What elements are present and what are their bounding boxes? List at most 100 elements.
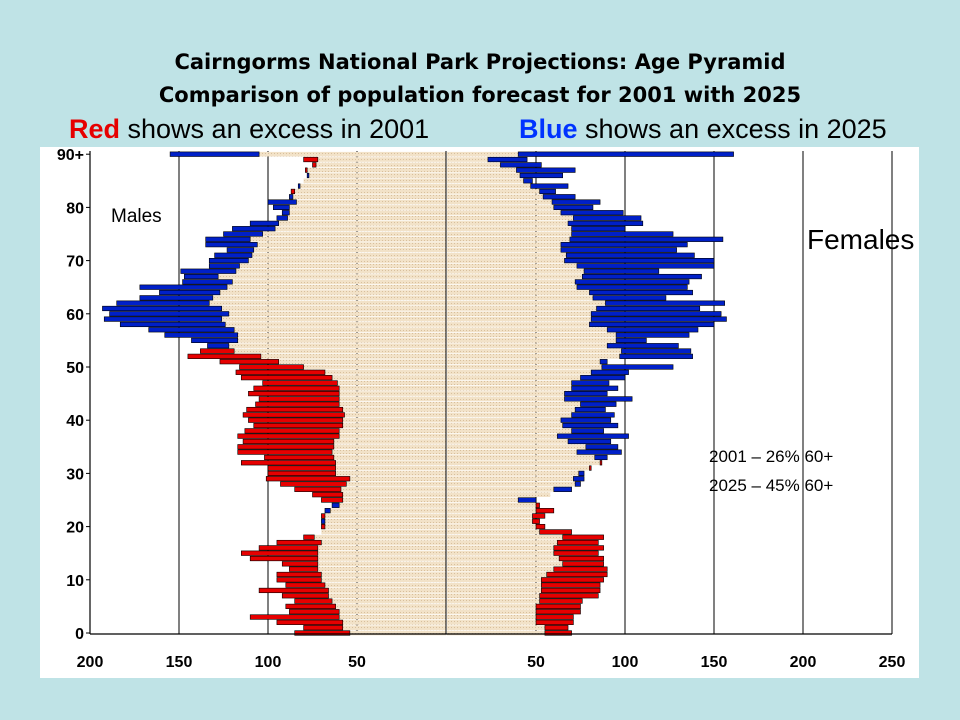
male-common-bar [333,439,446,444]
female-common-bar [447,215,574,221]
male-common-bar [342,417,446,423]
female-common-bar [447,370,592,375]
male-common-bar [321,577,446,583]
male-excess-bar [208,258,249,264]
female-common-bar [447,407,576,412]
male-common-bar [339,614,446,620]
female-excess-bar [564,391,608,397]
female-common-bar [447,582,542,588]
female-common-bar [447,614,536,620]
male-common-bar [317,157,446,162]
female-excess-bar [539,593,599,599]
female-common-bar [447,550,554,556]
axes [89,151,892,635]
male-common-bar [237,332,446,338]
female-common-bar [447,503,536,508]
female-excess-bar [573,476,585,482]
female-excess-bar [535,523,546,530]
male-common-bar [257,242,446,247]
male-common-bar [260,354,446,359]
x-tick-labels: 200 150 100 50 50 100 150 200 250 [77,654,906,671]
female-common-bar [447,300,606,306]
male-excess-bar [119,321,226,328]
female-common-bar [447,221,569,226]
male-common-bar [234,348,446,354]
male-common-bar [212,295,446,301]
female-common-bar [447,173,520,178]
male-excess-bar [264,454,335,461]
male-excess-bar [237,449,333,455]
female-excess-bar [583,268,660,274]
legend-blue-keyword: Blue [519,114,578,144]
female-excess-bar [567,438,612,445]
male-common-bar [332,449,446,455]
female-excess-bar [560,247,677,253]
female-excess-bar [590,311,722,317]
annotation-2025: 2025 – 45% 60+ [709,476,833,495]
female-excess-bar [576,263,715,269]
male-excess-bar [187,353,262,359]
female-common-bar [447,162,501,168]
male-excess-bar [289,566,319,572]
y-tick-label: 10 [66,573,84,590]
male-excess-bar [242,438,335,445]
chart-panel: 0 10 20 30 40 50 60 70 80 90+ 200 150 100 50 50 100 150… [40,147,919,678]
male-common-bar [321,540,446,545]
male-common-bar [218,274,446,279]
female-excess-bar [487,156,528,163]
female-excess-bar [532,518,540,524]
male-excess-bar [267,465,336,471]
male-common-bar [339,609,446,615]
male-common-bar [317,566,446,572]
female-common-bar [447,380,572,386]
male-common-bar [344,412,446,418]
female-common-bar [447,247,561,253]
female-common-bar [447,237,570,242]
male-excess-bar [164,332,239,338]
male-excess-bar [242,412,345,418]
female-excess-bar [551,199,601,205]
female-excess-bar [567,220,644,226]
male-excess-bar [276,215,288,221]
male-common-bar [346,481,446,487]
male-excess-bar [294,486,342,492]
female-excess-bar [590,316,727,322]
female-excess-bar [535,619,574,625]
male-excess-bar [237,444,335,450]
male-excess-bar [321,518,326,524]
male-common-bar [227,284,446,290]
female-excess-bar [500,162,542,168]
male-common-bar [339,391,446,396]
female-common-bar [447,481,576,487]
male-excess-bar [214,252,253,258]
male-common-bar [349,476,446,482]
female-common-bar [447,290,590,295]
female-common-bar [447,460,601,466]
female-common-bar [447,322,590,327]
female-common-bar [447,226,572,231]
male-excess-bar [321,497,344,503]
male-common-bar [340,487,446,492]
female-excess-bar [574,406,606,413]
male-excess-bar [303,534,315,540]
female-excess-bar [560,242,688,248]
male-common-bar [228,343,446,349]
female-common-bar [447,391,565,396]
male-common-bar [300,183,446,189]
male-excess-bar [306,172,310,179]
male-excess-bar [191,337,239,344]
y-tick-label: 40 [66,413,84,430]
male-common-bar [262,231,446,237]
male-common-bar [289,205,446,210]
female-excess-bar [553,550,599,556]
male-excess-bar [109,311,230,317]
female-common-bar [447,529,540,535]
female-excess-bar [571,380,610,386]
female-common-bar [447,375,581,380]
male-common-bar [225,322,446,327]
x-tick-label-male: 100 [255,654,282,671]
female-common-bar [447,439,569,444]
male-excess-bar [248,391,340,397]
male-excess-bar [148,327,235,333]
female-common-bar [447,279,576,285]
